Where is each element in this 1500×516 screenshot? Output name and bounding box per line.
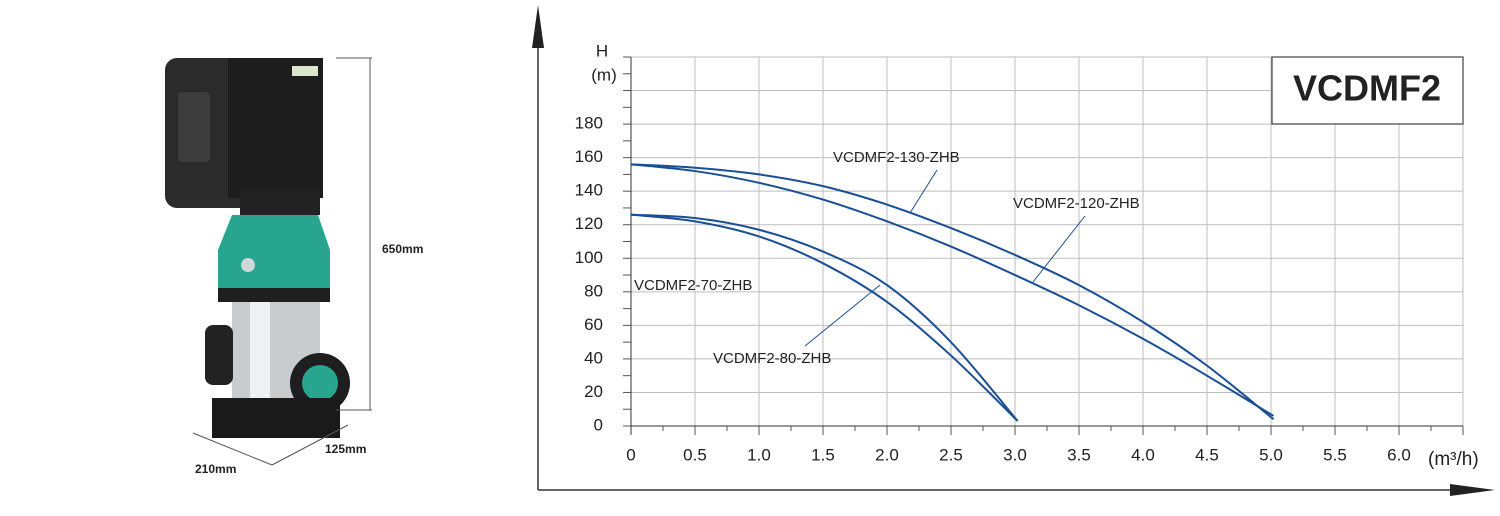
y-tick-label: 20	[584, 382, 603, 401]
curve-label: VCDMF2-120-ZHB	[1013, 195, 1140, 212]
x-axis-label: (m³/h)	[1428, 449, 1479, 470]
x-tick-label: 0.5	[683, 445, 707, 464]
width-dim: 210mm	[195, 462, 236, 476]
y-tick-label: 180	[575, 114, 603, 133]
depth-dim: 125mm	[325, 442, 366, 456]
y-tick-label: 120	[575, 214, 603, 233]
y-tick-label: 40	[584, 348, 603, 367]
y-tick-label: 80	[584, 281, 603, 300]
x-tick-label: 5.5	[1323, 445, 1347, 464]
leader-line	[1032, 215, 1086, 283]
x-tick-label: 3.0	[1003, 445, 1027, 464]
curve	[630, 163, 1275, 417]
curve	[630, 163, 1275, 421]
curve-label: VCDMF2-130-ZHB	[833, 149, 960, 166]
x-tick-label: 6.0	[1387, 445, 1411, 464]
x-tick-label: 2.5	[939, 445, 963, 464]
pump-image	[165, 57, 372, 466]
y-axis-unit: (m)	[591, 65, 616, 84]
x-tick-label: 1.0	[747, 445, 771, 464]
x-tick-label: 1.5	[811, 445, 835, 464]
leader-line	[804, 284, 881, 347]
y-tick-label: 60	[584, 315, 603, 334]
y-arrow	[532, 5, 544, 48]
x-tick-label: 4.5	[1195, 445, 1219, 464]
y-tick-label: 160	[575, 147, 603, 166]
curve	[630, 213, 1019, 422]
x-tick-label: 3.5	[1067, 445, 1091, 464]
leader-line	[909, 169, 938, 214]
curve	[630, 213, 1019, 422]
x-tick-label: 4.0	[1131, 445, 1155, 464]
x-tick-label: 5.0	[1259, 445, 1283, 464]
y-tick-label: 100	[575, 248, 603, 267]
x-tick-label: 0	[626, 445, 635, 464]
y-tick-label: 0	[594, 415, 603, 434]
height-dim: 650mm	[382, 242, 423, 256]
curve-label: VCDMF2-80-ZHB	[713, 350, 831, 367]
y-tick-label: 140	[575, 181, 603, 200]
x-arrow	[1450, 484, 1495, 496]
title-box	[1271, 56, 1464, 125]
chart-title: VCDMF2	[1293, 68, 1441, 109]
curve-label: VCDMF2-70-ZHB	[634, 277, 752, 294]
x-tick-label: 2.0	[875, 445, 899, 464]
y-axis-label: H	[596, 41, 608, 60]
